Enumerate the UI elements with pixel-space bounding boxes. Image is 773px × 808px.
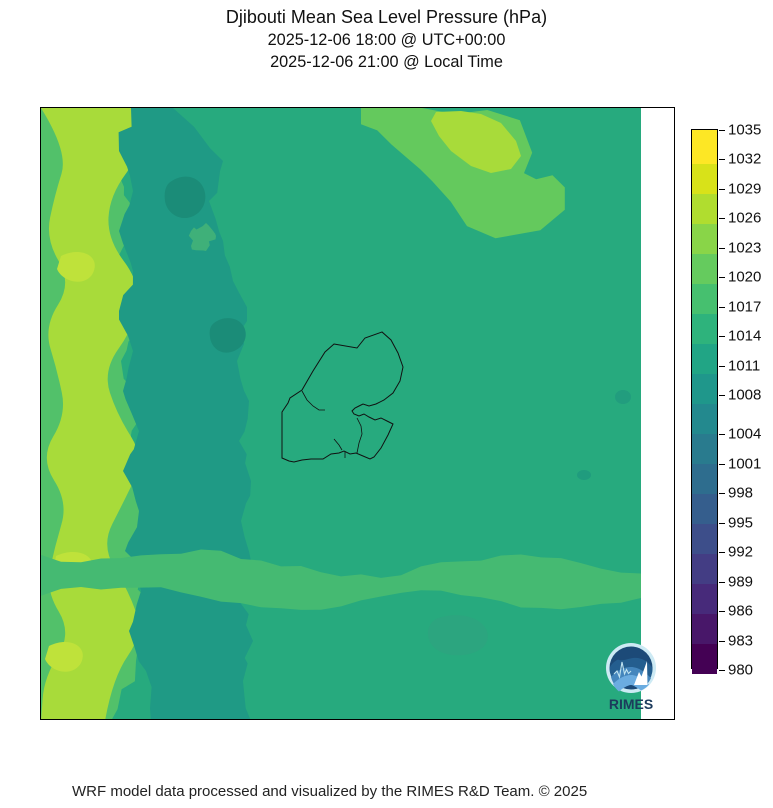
svg-text:RIMES: RIMES xyxy=(609,696,653,712)
